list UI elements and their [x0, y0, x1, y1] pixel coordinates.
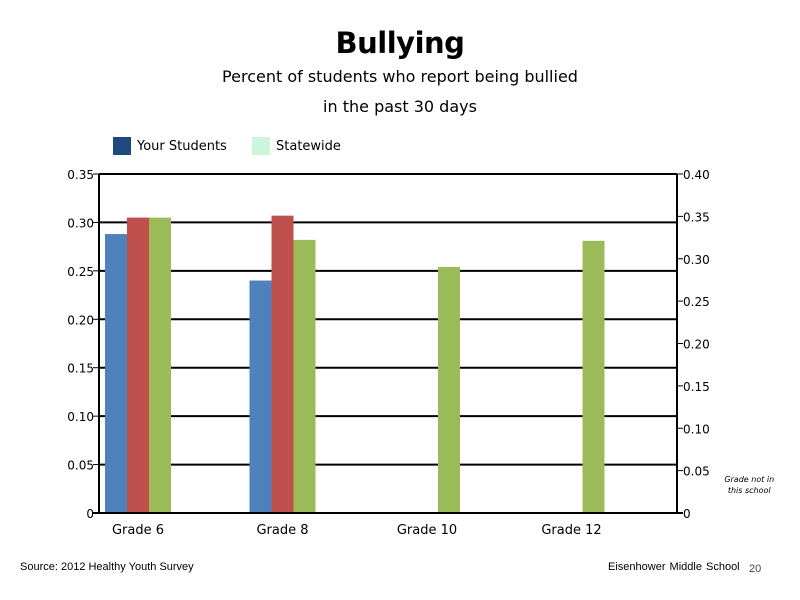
legend-swatch-your-students: [113, 137, 131, 155]
bar-series-3-grade-6: [149, 217, 171, 514]
bar-series-3-grade-8: [293, 239, 316, 513]
bar-series-3-grade-10: [438, 266, 460, 513]
left-axis-tick-label: 0.30: [67, 216, 94, 230]
bar-series-3-grade-12: [582, 240, 605, 513]
page-number: 20: [749, 563, 762, 575]
left-axis-tick-label: 0.35: [67, 168, 94, 182]
right-axis-tick-label: 0: [683, 507, 691, 521]
legend-swatch-statewide: [252, 137, 270, 155]
bar-series-1-grade-6: [105, 234, 127, 513]
school-name: Eisenhower Middle School: [608, 561, 740, 573]
right-axis-tick-label: 0.25: [683, 295, 710, 309]
bar-series-2-grade-6: [127, 217, 149, 514]
missing-grade-note: Grade not in: [724, 475, 774, 484]
right-axis-tick-label: 0.40: [683, 168, 710, 182]
legend-label-statewide: Statewide: [276, 139, 341, 154]
left-axis-tick-label: 0.25: [67, 265, 94, 279]
source-note: Source: 2012 Healthy Youth Survey: [20, 561, 194, 573]
left-axis-tick-label: 0: [86, 507, 94, 521]
left-axis-tick-label: 0.20: [67, 313, 94, 327]
right-axis-tick-label: 0.30: [683, 253, 710, 267]
legend-label-your-students: Your Students: [137, 139, 227, 154]
missing-grade-note: this school: [728, 486, 772, 495]
category-label-grade-10: Grade 10: [397, 523, 457, 538]
right-axis-tick-label: 0.10: [683, 422, 710, 436]
right-axis-tick-label: 0.05: [683, 465, 710, 479]
bar-series-2-grade-8: [271, 215, 294, 514]
left-axis-tick-label: 0.10: [67, 410, 94, 424]
category-label-grade-8: Grade 8: [256, 523, 308, 538]
right-axis-tick-label: 0.15: [683, 380, 710, 394]
chart-title: Bullying: [335, 26, 465, 60]
category-label-grade-6: Grade 6: [112, 523, 164, 538]
left-axis-tick-label: 0.05: [67, 459, 94, 473]
bar-series-1-grade-8: [249, 280, 272, 513]
right-axis-tick-label: 0.20: [683, 338, 710, 352]
chart-subtitle-line-2: in the past 30 days: [323, 97, 477, 116]
category-label-grade-12: Grade 12: [541, 523, 601, 538]
right-axis-tick-label: 0.35: [683, 210, 710, 224]
chart-subtitle-line-1: Percent of students who report being bul…: [222, 67, 578, 86]
left-axis-tick-label: 0.15: [67, 362, 94, 376]
